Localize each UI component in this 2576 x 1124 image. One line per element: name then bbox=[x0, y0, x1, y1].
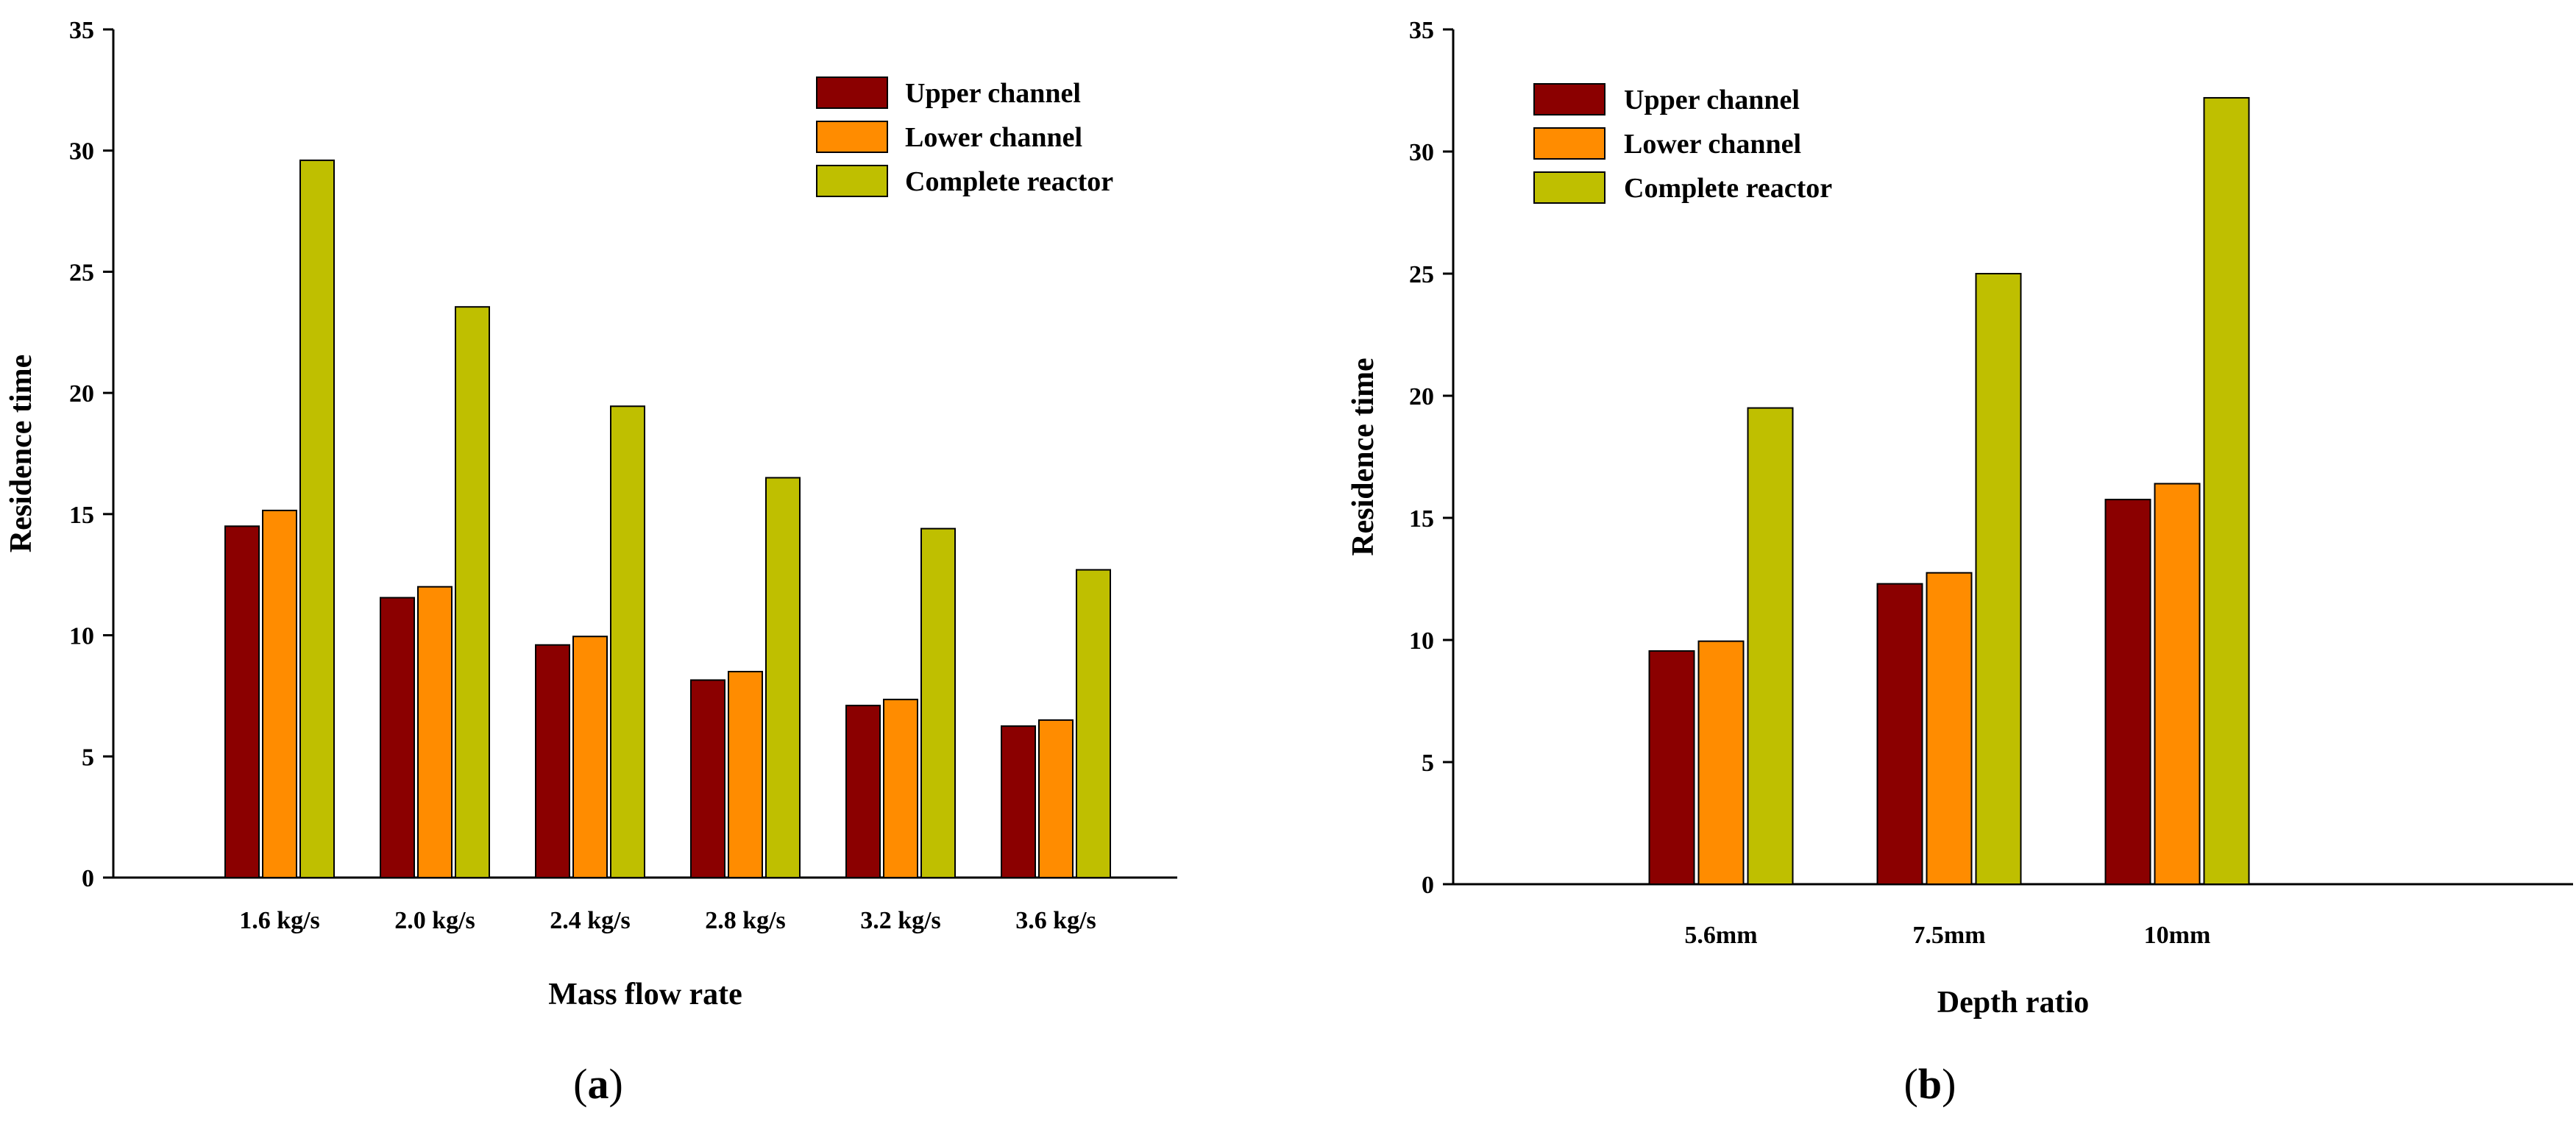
y-tick-label: 15 bbox=[69, 502, 94, 529]
y-tick-label: 0 bbox=[1422, 872, 1434, 899]
x-tick-label: 5.6mm bbox=[1684, 922, 1757, 949]
y-tick-label: 30 bbox=[69, 138, 94, 166]
x-tick-label: 2.0 kg/s bbox=[394, 907, 475, 934]
bar-upper-2 bbox=[2104, 499, 2151, 885]
chart-a: 0 5 10 15 20 25 30 35 1.6 kg/s 2.0 kg/s 2.4 kg/s 2.… bbox=[4, 17, 1177, 1011]
y-tick-label: 10 bbox=[1409, 627, 1434, 655]
bar-lower-2 bbox=[2154, 483, 2201, 885]
bar-complete-0 bbox=[1747, 407, 1794, 885]
y-axis-label: Residence time bbox=[1346, 358, 1380, 555]
y-tick-label: 10 bbox=[69, 623, 94, 650]
bar-upper-0 bbox=[1648, 650, 1695, 885]
chart-b: 0 5 10 15 20 25 30 35 5.6mm 7.5mm 10mm Depth ratio R… bbox=[1346, 17, 2573, 1020]
bar-complete-0 bbox=[299, 159, 335, 879]
y-tick-label: 30 bbox=[1409, 139, 1434, 166]
bar-complete-3 bbox=[765, 477, 801, 878]
x-axis-label: Mass flow rate bbox=[548, 978, 742, 1011]
panel-label-b: (b) bbox=[1904, 1060, 1956, 1108]
bar-upper-1 bbox=[1876, 583, 1923, 885]
bar-upper-1 bbox=[380, 597, 415, 878]
y-tick-label: 5 bbox=[1422, 750, 1434, 777]
bar-lower-0 bbox=[1697, 640, 1745, 885]
legend-label: Lower channel bbox=[1624, 129, 1801, 160]
y-tick-label: 25 bbox=[1409, 261, 1434, 288]
x-axis-label: Depth ratio bbox=[1937, 986, 2089, 1020]
x-tick-label: 3.2 kg/s bbox=[860, 907, 941, 934]
bar-upper-0 bbox=[224, 525, 260, 878]
bar-upper-3 bbox=[690, 679, 725, 878]
bar-upper-2 bbox=[535, 644, 570, 879]
y-tick-label: 5 bbox=[82, 744, 94, 771]
legend-label: Complete reactor bbox=[905, 166, 1113, 197]
legend-swatch-complete bbox=[816, 165, 888, 197]
bar-lower-2 bbox=[572, 636, 608, 878]
bar-lower-1 bbox=[1926, 572, 1973, 885]
y-tick-label: 25 bbox=[69, 259, 94, 286]
bar-lower-4 bbox=[883, 698, 918, 878]
bar-complete-1 bbox=[1975, 273, 2022, 885]
bar-complete-1 bbox=[455, 306, 490, 878]
x-tick-label: 10mm bbox=[2144, 922, 2211, 949]
bar-upper-4 bbox=[845, 705, 881, 878]
bar-lower-0 bbox=[262, 509, 297, 878]
bar-complete-5 bbox=[1076, 569, 1111, 879]
bar-lower-5 bbox=[1038, 719, 1074, 878]
bar-lower-1 bbox=[417, 586, 453, 879]
legend-swatch-lower bbox=[1533, 127, 1605, 160]
legend-swatch-upper bbox=[1533, 83, 1605, 115]
panel-label-a: (a) bbox=[573, 1060, 623, 1108]
legend-swatch-complete bbox=[1533, 171, 1605, 204]
x-tick-label: 2.8 kg/s bbox=[705, 907, 786, 934]
legend-swatch-upper bbox=[816, 77, 888, 109]
y-tick-label: 20 bbox=[1409, 383, 1434, 410]
legend-label: Complete reactor bbox=[1624, 173, 1832, 204]
bar-complete-4 bbox=[920, 527, 956, 878]
y-tick-label: 35 bbox=[1409, 17, 1434, 44]
bar-upper-5 bbox=[1001, 725, 1036, 878]
bar-complete-2 bbox=[610, 405, 645, 878]
x-tick-label: 2.4 kg/s bbox=[550, 907, 631, 934]
y-tick-label: 20 bbox=[69, 380, 94, 408]
legend-label: Upper channel bbox=[1624, 85, 1800, 115]
y-axis-label: Residence time bbox=[4, 355, 38, 552]
legend-label: Upper channel bbox=[905, 78, 1081, 109]
y-tick-label: 0 bbox=[82, 865, 94, 892]
x-tick-label: 1.6 kg/s bbox=[239, 907, 320, 934]
x-tick-label: 7.5mm bbox=[1912, 922, 1985, 949]
legend-swatch-lower bbox=[816, 121, 888, 153]
y-tick-label: 35 bbox=[69, 17, 94, 44]
bar-complete-2 bbox=[2203, 96, 2250, 886]
bar-lower-3 bbox=[728, 670, 763, 878]
y-tick-label: 15 bbox=[1409, 505, 1434, 533]
legend-label: Lower channel bbox=[905, 122, 1082, 153]
x-tick-label: 3.6 kg/s bbox=[1015, 907, 1096, 934]
